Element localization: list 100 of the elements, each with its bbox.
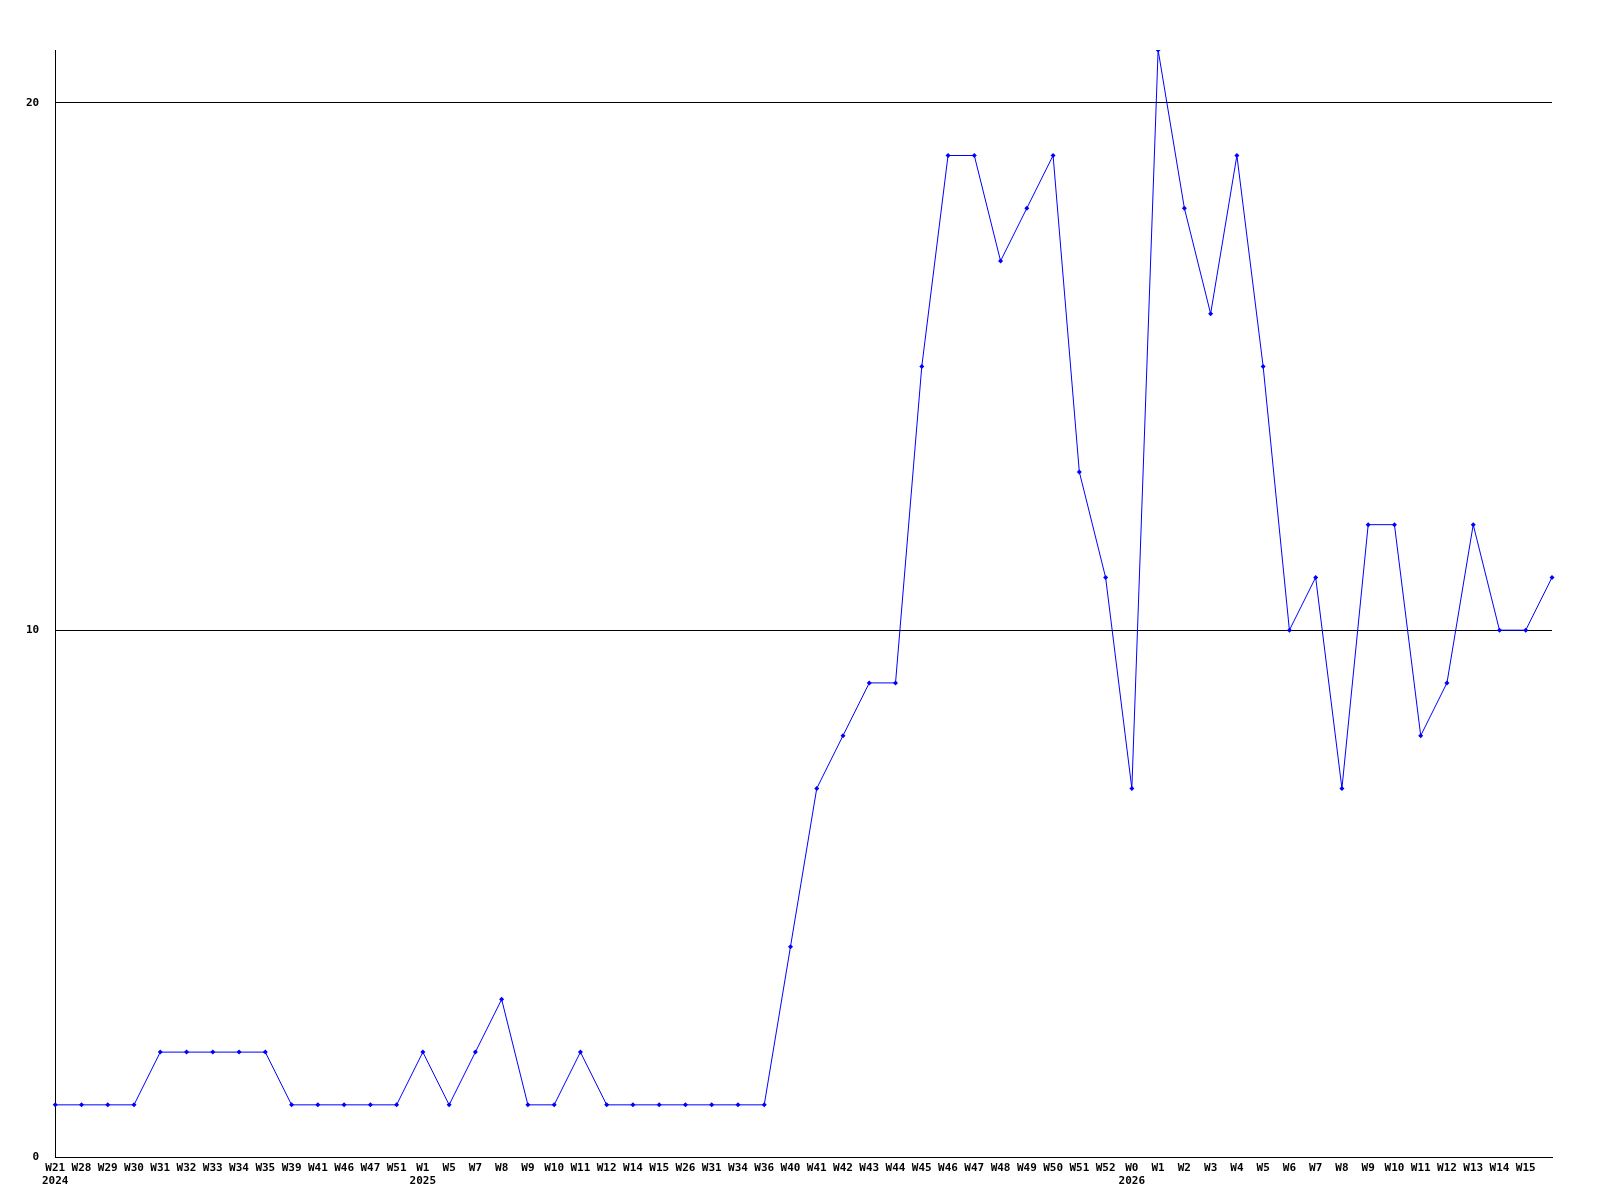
- y-tick-label: 10: [26, 623, 40, 637]
- point: [787, 944, 793, 950]
- x-tick-label: W35: [255, 1161, 276, 1175]
- point: [945, 152, 951, 158]
- point: [1496, 627, 1502, 633]
- x-tick-label: W49: [1016, 1161, 1037, 1175]
- x-tick-label: W1 2025: [409, 1161, 437, 1188]
- x-tick-label: W9: [521, 1161, 535, 1175]
- x-tick-label: W21 2024: [42, 1161, 69, 1188]
- x-tick-label: W13: [1463, 1161, 1484, 1175]
- x-tick-label: W10: [1384, 1161, 1405, 1175]
- point: [367, 1102, 373, 1108]
- x-tick-label: W47: [964, 1161, 985, 1175]
- x-tick-label: W34: [229, 1161, 250, 1175]
- x-tick-label: W12: [1437, 1161, 1457, 1175]
- point: [682, 1102, 688, 1108]
- point: [919, 363, 925, 369]
- point: [1549, 574, 1555, 580]
- x-tick-label: W46: [334, 1161, 355, 1175]
- x-tick-label: W3: [1204, 1161, 1218, 1175]
- x-tick-label: W50: [1043, 1161, 1064, 1175]
- x-tick-label: W26: [675, 1161, 696, 1175]
- x-tick-label: W29: [97, 1161, 118, 1175]
- x-tick-label: W0 2026: [1118, 1161, 1146, 1188]
- x-tick-label: W15: [1515, 1161, 1536, 1175]
- point: [1313, 574, 1319, 580]
- point: [1339, 785, 1345, 791]
- point: [131, 1102, 137, 1108]
- point: [499, 996, 505, 1002]
- x-tick-label: W32: [176, 1161, 197, 1175]
- point: [184, 1049, 190, 1055]
- point: [893, 680, 899, 686]
- point: [1234, 152, 1240, 158]
- x-tick-label: W8: [1335, 1161, 1349, 1175]
- x-tick-label: W41: [806, 1161, 828, 1175]
- x-tick-label: W8: [495, 1161, 509, 1175]
- x-tick-label: W47: [360, 1161, 381, 1175]
- point: [1286, 627, 1292, 633]
- x-tick-label: W45: [911, 1161, 932, 1175]
- point: [1024, 205, 1030, 211]
- x-tick-label: W11: [570, 1161, 591, 1175]
- point: [814, 785, 820, 791]
- x-tick-label: W48: [990, 1161, 1011, 1175]
- x-tick-label: W42: [833, 1161, 853, 1175]
- point: [315, 1102, 321, 1108]
- x-tick-label: W31: [701, 1161, 723, 1175]
- x-tick-label: W41: [307, 1161, 329, 1175]
- point: [1103, 574, 1109, 580]
- x-tick-label: W30: [124, 1161, 144, 1175]
- point: [1418, 733, 1424, 739]
- point: [1208, 311, 1214, 317]
- point: [52, 1102, 58, 1108]
- point: [1260, 363, 1266, 369]
- point: [525, 1102, 531, 1108]
- point: [210, 1049, 216, 1055]
- x-tick-label: W14: [1489, 1161, 1510, 1175]
- point: [79, 1102, 84, 1108]
- x-tick-label: W7: [468, 1161, 483, 1175]
- x-tick-label: W1: [1151, 1161, 1166, 1175]
- point: [157, 1049, 163, 1055]
- point: [604, 1102, 610, 1108]
- point: [289, 1102, 295, 1108]
- y-tick-label: 20: [26, 95, 40, 109]
- x-tick-label: W40: [780, 1161, 801, 1175]
- point: [341, 1102, 347, 1108]
- x-tick-label: W51: [386, 1161, 407, 1175]
- point: [709, 1102, 715, 1108]
- x-tick-label: W36: [754, 1161, 775, 1175]
- x-tick-label: W12: [596, 1161, 617, 1175]
- point: [971, 152, 977, 158]
- point: [998, 258, 1004, 264]
- x-tick-label: W4: [1230, 1161, 1244, 1175]
- point: [446, 1102, 452, 1108]
- point: [394, 1102, 400, 1108]
- point: [551, 1102, 557, 1108]
- x-tick-label: W15: [649, 1161, 670, 1175]
- x-tick-label: W51: [1069, 1161, 1090, 1175]
- x-tick-label: W44: [885, 1161, 906, 1175]
- point: [420, 1049, 426, 1055]
- x-tick-label: W31: [150, 1161, 171, 1175]
- point: [105, 1102, 111, 1108]
- x-tick-label: W52: [1095, 1161, 1116, 1175]
- point: [761, 1102, 767, 1108]
- point: [1181, 205, 1187, 211]
- point: [630, 1102, 636, 1108]
- x-tick-label: W33: [202, 1161, 223, 1175]
- point: [1129, 785, 1135, 791]
- point: [1365, 522, 1371, 528]
- x-tick-label: W14: [623, 1161, 644, 1175]
- point: [1470, 522, 1476, 528]
- x-tick-label: W11: [1410, 1161, 1432, 1175]
- point: [1050, 152, 1056, 158]
- x-tick-label: W7: [1309, 1161, 1323, 1175]
- x-tick-label: W28: [71, 1161, 92, 1175]
- point: [866, 680, 872, 686]
- x-tick-label: W39: [281, 1161, 302, 1175]
- point: [1444, 680, 1450, 686]
- point: [1523, 627, 1529, 633]
- x-tick-label: W6: [1282, 1161, 1297, 1175]
- point: [472, 1049, 478, 1055]
